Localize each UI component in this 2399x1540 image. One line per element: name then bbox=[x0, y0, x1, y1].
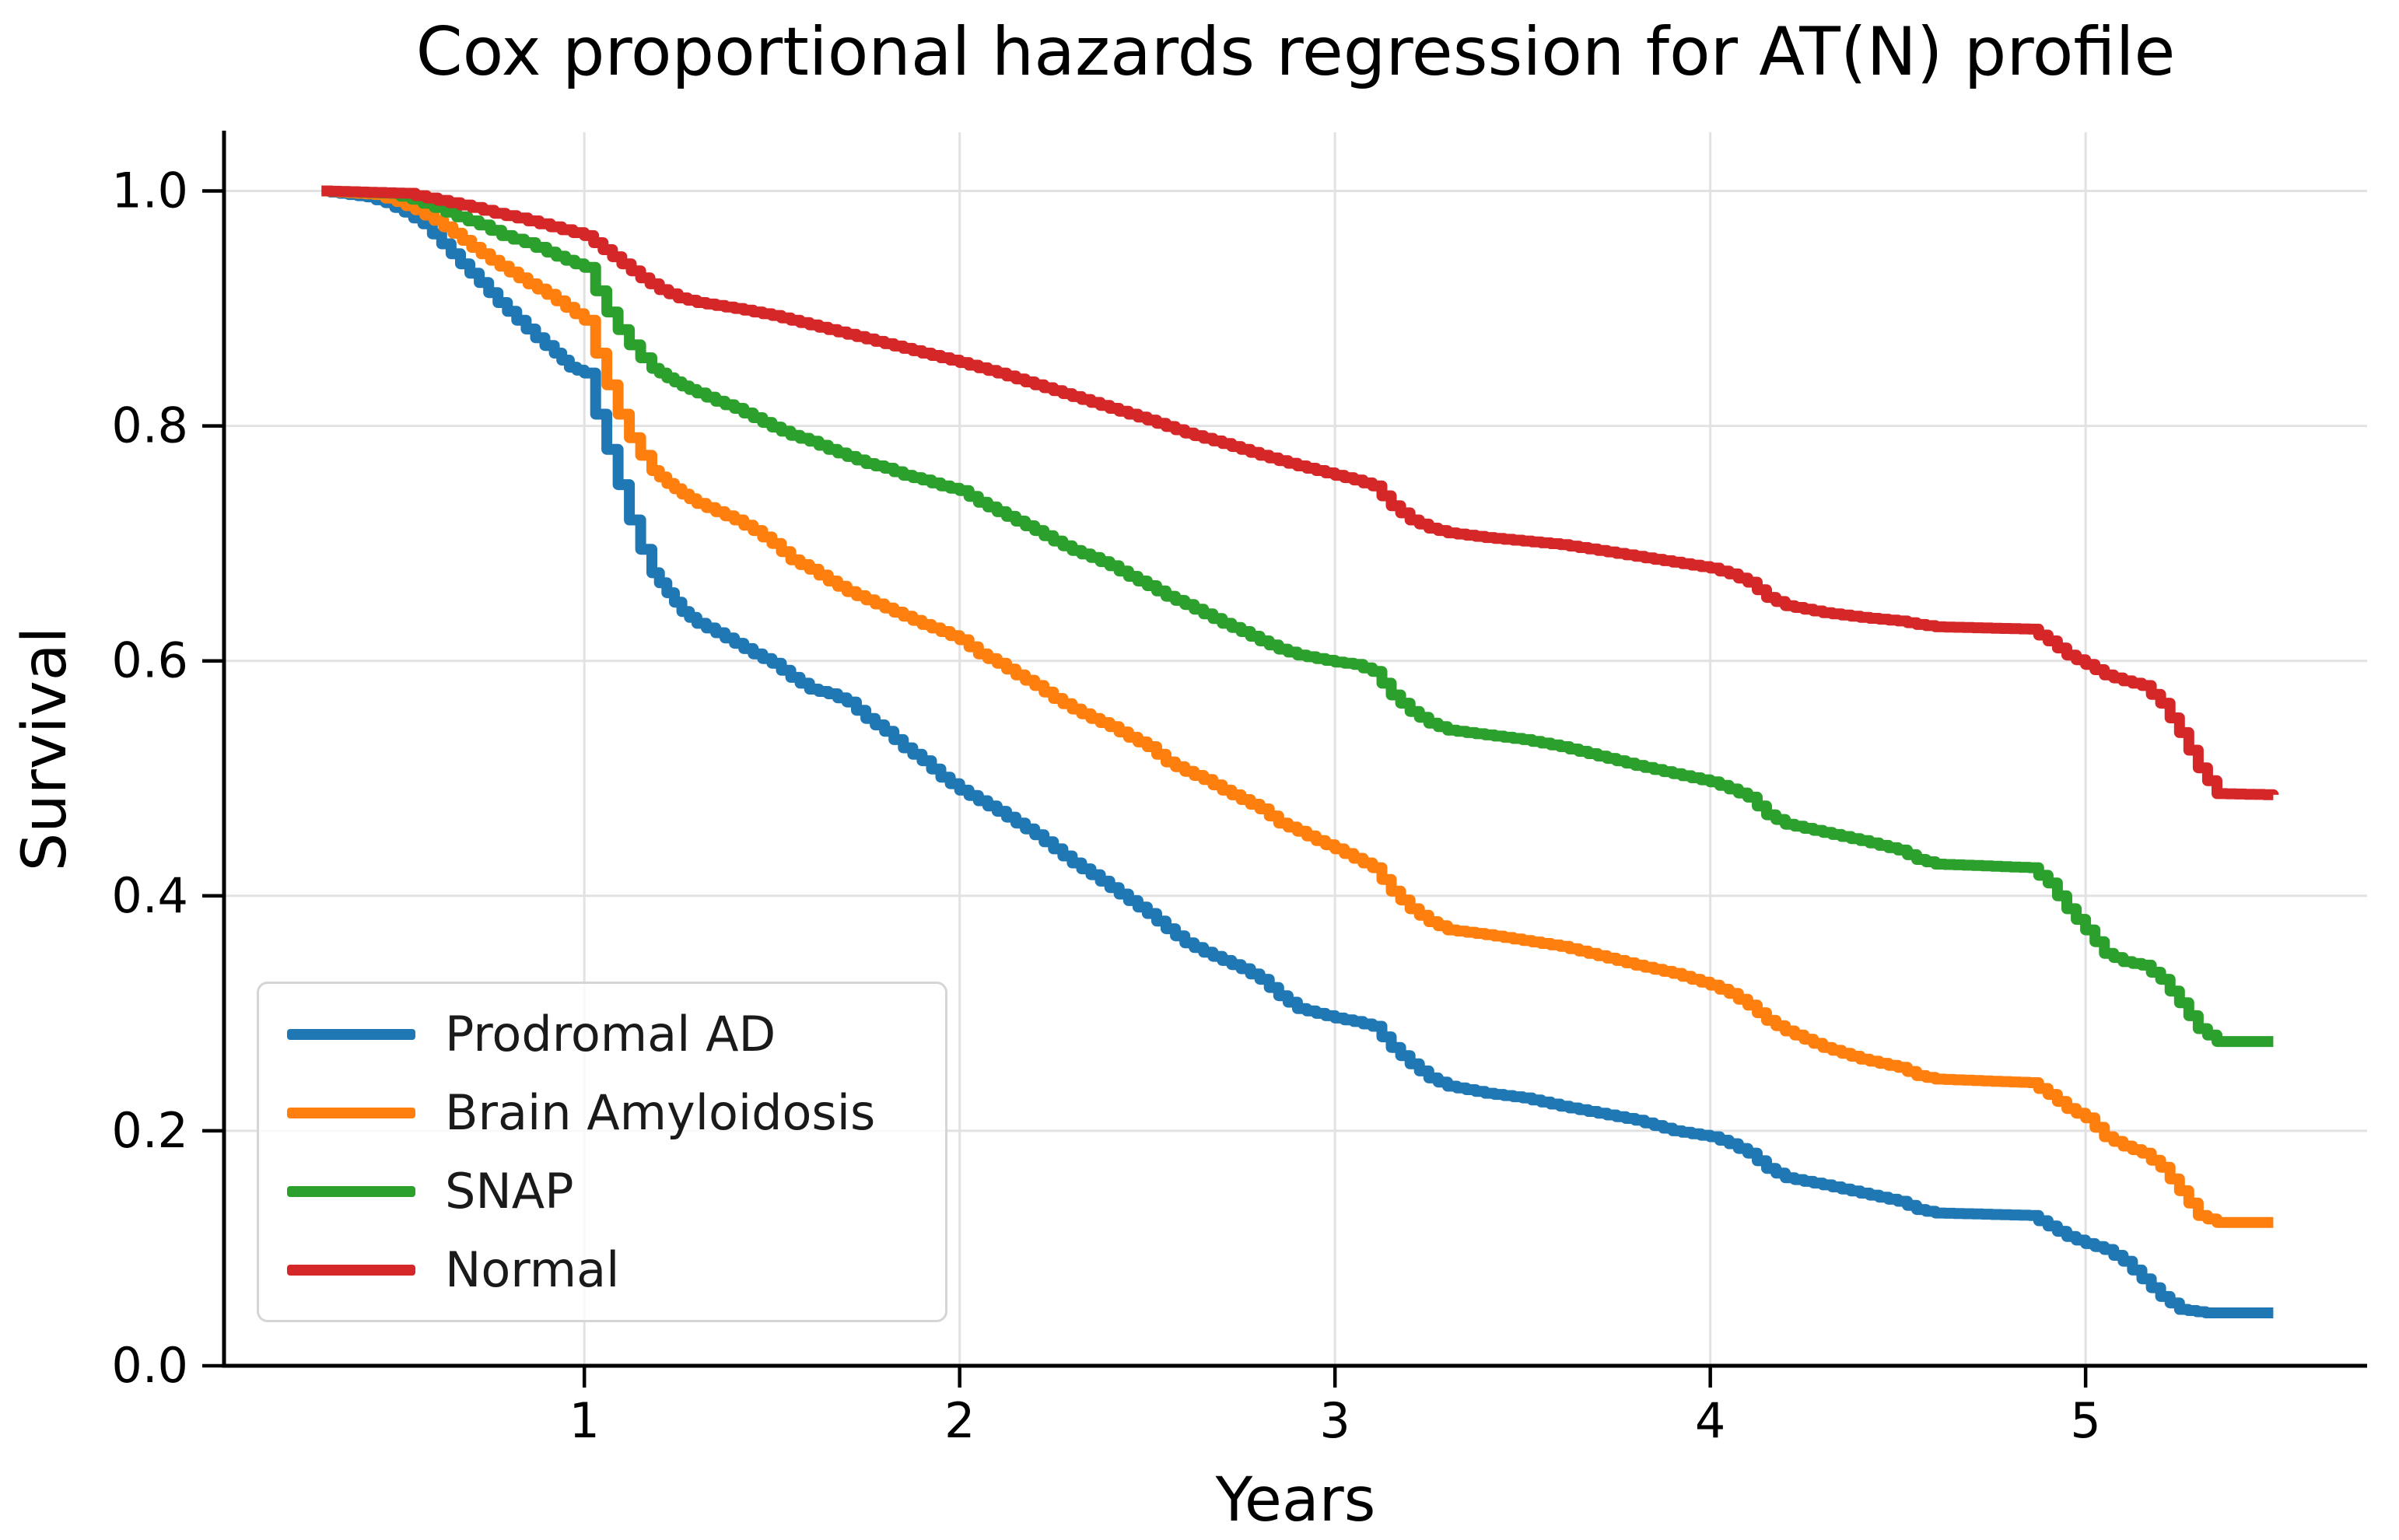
legend-label-prodromal-ad: Prodromal AD bbox=[445, 1006, 776, 1062]
y-tick-label-0.2: 0.2 bbox=[111, 1102, 188, 1159]
legend-label-snap: SNAP bbox=[445, 1163, 574, 1220]
legend-item-snap: SNAP bbox=[287, 1163, 917, 1220]
legend-swatch-snap bbox=[287, 1185, 415, 1197]
legend-swatch-normal bbox=[287, 1264, 415, 1276]
y-tick-label-1.0: 1.0 bbox=[111, 163, 188, 219]
x-axis-label: Years bbox=[1215, 1465, 1376, 1535]
x-tick-label-3: 3 bbox=[1319, 1392, 1350, 1449]
legend-label-normal: Normal bbox=[445, 1241, 620, 1298]
legend-swatch-prodromal-ad bbox=[287, 1028, 415, 1040]
legend-item-normal: Normal bbox=[287, 1241, 917, 1298]
y-tick-label-0.4: 0.4 bbox=[111, 867, 188, 924]
x-tick-label-5: 5 bbox=[2070, 1392, 2100, 1449]
chart-title: Cox proportional hazards regression for … bbox=[415, 13, 2176, 91]
legend-swatch-brain-amyloidosis bbox=[287, 1107, 415, 1118]
survival-curves bbox=[321, 185, 2279, 1318]
y-tick-label-0.8: 0.8 bbox=[111, 397, 188, 454]
curve-normal bbox=[321, 185, 2279, 800]
x-tick-label-4: 4 bbox=[1695, 1392, 1725, 1449]
x-tick-label-1: 1 bbox=[569, 1392, 599, 1449]
curve-prodromal-ad bbox=[321, 185, 2274, 1318]
y-tick-label-0.6: 0.6 bbox=[111, 632, 188, 689]
y-tick-label-0.0: 0.0 bbox=[111, 1337, 188, 1394]
x-tick-label-2: 2 bbox=[944, 1392, 975, 1449]
x-axis-ticks: 1 2 3 4 5 bbox=[569, 1366, 2101, 1449]
y-axis-ticks: 0.0 0.2 0.4 0.6 0.8 1.0 bbox=[111, 163, 224, 1394]
legend-item-prodromal-ad: Prodromal AD bbox=[287, 1006, 917, 1062]
gridlines bbox=[224, 132, 2367, 1367]
legend: Prodromal AD Brain Amyloidosis SNAP Normal bbox=[257, 982, 947, 1322]
curve-brain-amyloidosis bbox=[321, 185, 2274, 1228]
axes-spines bbox=[222, 131, 2367, 1368]
curve-snap bbox=[321, 185, 2274, 1048]
legend-item-brain-amyloidosis: Brain Amyloidosis bbox=[287, 1084, 917, 1141]
legend-label-brain-amyloidosis: Brain Amyloidosis bbox=[445, 1084, 876, 1141]
